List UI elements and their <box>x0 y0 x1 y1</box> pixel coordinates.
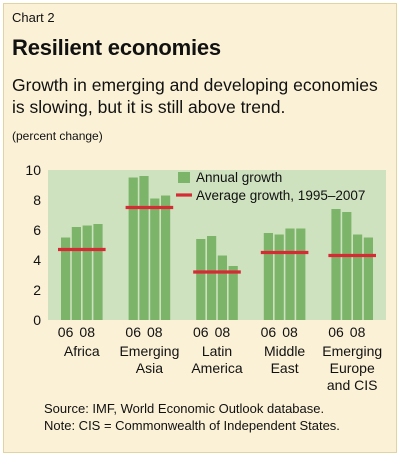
chart-subtitle: Growth in emerging and developing econom… <box>12 75 378 117</box>
plot-area <box>48 170 386 320</box>
chart-number: Chart 2 <box>12 10 55 25</box>
group-label: Europe <box>330 360 375 376</box>
bar-annual-growth <box>196 239 206 320</box>
bar-annual-growth <box>139 176 149 320</box>
bar-annual-growth <box>161 195 171 320</box>
group-label: Asia <box>136 360 163 376</box>
x-tick-label: 06 <box>58 324 74 340</box>
bar-annual-growth <box>93 224 103 320</box>
legend-label-annual: Annual growth <box>196 170 282 185</box>
y-tick-label: 2 <box>33 282 41 298</box>
x-tick-label: 06 <box>328 324 344 340</box>
group-label: Latin <box>202 343 232 359</box>
legend-swatch-annual <box>178 172 190 183</box>
x-tick-label: 08 <box>215 324 231 340</box>
legend: Annual growth Average growth, 1995–2007 <box>176 170 365 203</box>
note-text: Note: CIS = Commonwealth of Independent … <box>44 418 340 433</box>
y-tick-label: 10 <box>25 162 41 178</box>
group-label: Africa <box>64 343 100 359</box>
bar-annual-growth <box>207 236 217 320</box>
bar-annual-growth <box>331 209 341 320</box>
bar-annual-growth <box>274 234 284 320</box>
source-text: Source: IMF, World Economic Outlook data… <box>44 401 325 416</box>
group-label: America <box>191 360 243 376</box>
chart-title: Resilient economies <box>12 35 221 60</box>
bar-annual-growth <box>228 266 238 320</box>
bar-annual-growth <box>285 228 295 320</box>
x-tick-label: 08 <box>350 324 366 340</box>
bar-annual-growth <box>217 255 227 320</box>
bar-annual-growth <box>61 237 71 320</box>
bar-annual-growth <box>296 228 306 320</box>
x-tick-label: 06 <box>125 324 141 340</box>
bar-annual-growth <box>82 225 92 320</box>
bar-annual-growth <box>71 227 81 320</box>
x-tick-label: 08 <box>147 324 163 340</box>
unit-label: (percent change) <box>12 129 103 143</box>
y-tick-label: 8 <box>33 192 41 208</box>
x-tick-label: 06 <box>193 324 209 340</box>
average-lines <box>58 205 376 274</box>
y-tick-label: 6 <box>33 222 41 238</box>
group-label: Emerging <box>119 343 179 359</box>
bar-annual-growth <box>263 233 273 320</box>
y-axis: 0 2 4 6 8 10 <box>25 162 41 328</box>
group-label: Middle <box>264 343 305 359</box>
bar-annual-growth <box>342 212 352 320</box>
group-label: and CIS <box>327 377 378 393</box>
bar-annual-growth <box>363 237 373 320</box>
x-tick-label: 08 <box>282 324 298 340</box>
legend-label-average: Average growth, 1995–2007 <box>196 188 365 203</box>
bars <box>61 176 373 320</box>
bar-annual-growth <box>150 198 160 320</box>
bar-annual-growth <box>128 177 138 320</box>
group-label: East <box>271 360 299 376</box>
y-tick-label: 4 <box>33 252 41 268</box>
source-block: Source: IMF, World Economic Outlook data… <box>44 400 340 434</box>
x-tick-label: 08 <box>79 324 95 340</box>
x-tick-label: 06 <box>261 324 277 340</box>
group-label: Emerging <box>322 343 382 359</box>
y-tick-label: 0 <box>33 312 41 328</box>
bar-annual-growth <box>353 234 363 320</box>
